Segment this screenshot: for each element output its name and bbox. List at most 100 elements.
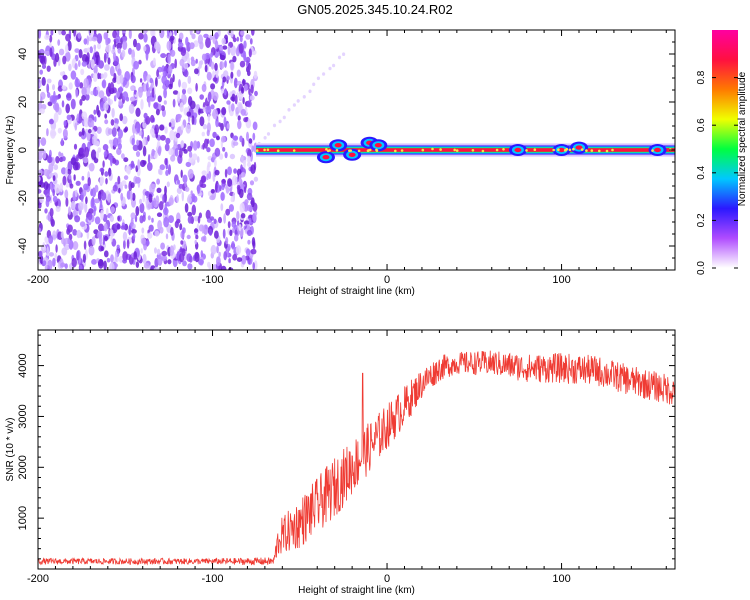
noise-blob [129, 96, 136, 102]
noise-blob [86, 132, 91, 142]
noise-blob [54, 102, 60, 113]
noise-blob [68, 206, 71, 216]
noise-blob [224, 89, 227, 96]
noise-blob [52, 230, 57, 241]
noise-blob [227, 178, 233, 187]
noise-blob [73, 143, 78, 150]
noise-blob [162, 194, 165, 204]
noise-blob [220, 135, 226, 143]
noise-blob [180, 124, 184, 131]
noise-blob [195, 58, 198, 64]
noise-blob [229, 229, 233, 236]
noise-blob [242, 97, 245, 105]
noise-blob [133, 38, 137, 48]
noise-blob [180, 47, 186, 56]
noise-blob [79, 264, 83, 270]
noise-blob [141, 128, 144, 139]
colorbar-label: Normalized spectral amplitude [737, 71, 748, 206]
noise-blob [253, 176, 259, 182]
noise-blob [100, 73, 104, 79]
noise-blob [212, 91, 219, 101]
noise-blob [44, 236, 49, 244]
noise-blob [227, 267, 234, 270]
noise-blob [110, 233, 113, 243]
noise-blob [219, 185, 222, 192]
noise-blob [40, 96, 43, 104]
noise-blob [138, 59, 142, 65]
noise-blob [133, 60, 140, 70]
noise-blob [237, 119, 242, 130]
noise-blob [109, 215, 115, 222]
noise-blob [146, 82, 149, 92]
noise-blob [181, 191, 184, 202]
band-dot [572, 147, 575, 151]
noise-blob [157, 95, 162, 103]
band-dot [292, 149, 296, 152]
noise-blob [177, 91, 181, 102]
noise-blob [93, 109, 97, 115]
noise-blob [178, 32, 184, 40]
band-dot [565, 147, 569, 151]
noise-blob [139, 198, 143, 205]
noise-blob [53, 112, 59, 123]
noise-blob [117, 175, 121, 185]
band-dot [525, 149, 528, 152]
noise-blob [191, 193, 196, 202]
noise-blob [107, 57, 111, 65]
noise-blob [119, 86, 123, 94]
noise-blob [52, 188, 55, 197]
noise-blob [212, 77, 218, 82]
noise-blob [163, 88, 168, 99]
noise-blob [207, 161, 211, 168]
noise-blob [155, 195, 160, 205]
noise-blob [205, 105, 212, 115]
noise-blob [135, 107, 141, 118]
noise-blob [70, 157, 77, 166]
noise-blob [182, 88, 186, 95]
noise-blob [205, 209, 211, 220]
noise-blob [215, 69, 219, 79]
noise-blob [60, 262, 66, 268]
noise-blob [168, 164, 171, 175]
noise-blob [128, 47, 132, 55]
noise-blob [184, 186, 190, 192]
noise-blob [81, 95, 86, 101]
noise-blob [189, 30, 193, 36]
noise-blob [147, 162, 153, 172]
noise-blob [167, 65, 173, 75]
noise-blob [222, 45, 228, 50]
noise-blob [82, 187, 87, 197]
noise-blob [38, 169, 43, 176]
noise-blob [149, 128, 155, 136]
noise-blob [187, 75, 192, 84]
noise-blob [133, 90, 137, 95]
noise-blob [216, 135, 220, 141]
noise-blob [80, 68, 85, 76]
noise-blob [194, 228, 199, 233]
noise-blob [201, 83, 207, 93]
noise-blob [102, 144, 109, 151]
noise-blob [72, 210, 77, 218]
noise-blob [147, 215, 151, 221]
noise-blob [117, 68, 122, 76]
band-dot [431, 147, 434, 151]
noise-blob [186, 111, 192, 117]
noise-blob [156, 69, 160, 78]
noise-blob [160, 242, 166, 250]
noise-blob [154, 41, 160, 51]
noise-blob [61, 85, 67, 90]
noise-blob [107, 128, 113, 135]
noise-blob [187, 87, 193, 95]
noise-blob [44, 34, 50, 40]
noise-blob [243, 186, 247, 194]
noise-blob [135, 206, 140, 216]
noise-blob [98, 73, 102, 80]
noise-blob [243, 50, 247, 61]
noise-blob [48, 119, 54, 125]
noise-blob [85, 196, 88, 204]
noise-blob [90, 198, 95, 209]
noise-blob [162, 84, 166, 90]
noise-blob [235, 245, 242, 255]
noise-blob [200, 250, 203, 258]
noise-blob [240, 108, 246, 116]
